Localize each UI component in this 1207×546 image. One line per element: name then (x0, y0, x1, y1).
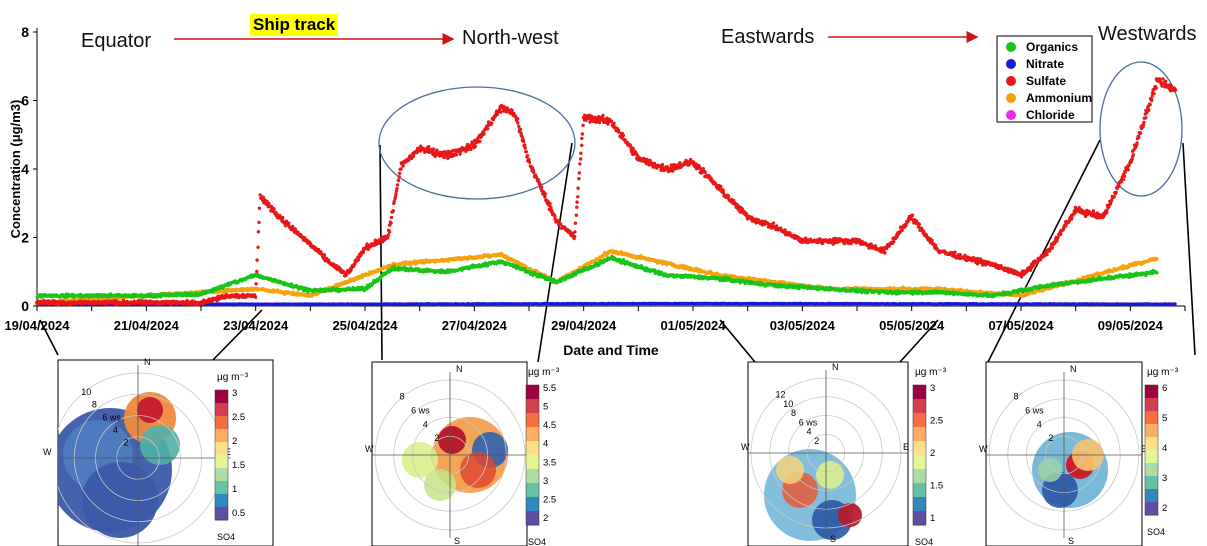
x-tick-label: 21/04/2024 (114, 318, 180, 333)
x-tick-label: 29/04/2024 (551, 318, 617, 333)
connector-line (39, 319, 59, 356)
highlight-ellipse-northwest (378, 86, 576, 200)
connector-line (379, 144, 383, 361)
y-tick-label: 4 (21, 161, 29, 177)
x-tick-label: 03/05/2024 (770, 318, 836, 333)
x-tick-label: 01/05/2024 (660, 318, 726, 333)
connector-line (537, 142, 573, 363)
connector-line (899, 319, 939, 363)
series-nitrate (35, 301, 1177, 307)
connector-line (719, 319, 756, 363)
x-tick-label: 05/05/2024 (879, 318, 945, 333)
x-tick-label: 27/04/2024 (442, 318, 508, 333)
x-tick-label: 23/04/2024 (223, 318, 289, 333)
connector-line (209, 309, 263, 364)
x-tick-label: 09/05/2024 (1098, 318, 1164, 333)
x-tick-label: 19/04/2024 (4, 318, 70, 333)
x-tick-label: 07/05/2024 (988, 318, 1054, 333)
data-point (1155, 257, 1159, 261)
y-axis-label: Concentration (μg/m3) (8, 100, 23, 239)
y-tick-label: 2 (21, 230, 29, 246)
y-tick-label: 8 (21, 24, 29, 40)
x-tick-label: 25/04/2024 (332, 318, 398, 333)
highlight-ellipse-westwards (1099, 61, 1183, 197)
connector-line (1182, 142, 1196, 356)
y-tick-label: 6 (21, 93, 29, 109)
x-axis-label: Date and Time (563, 342, 659, 358)
data-point (1173, 302, 1177, 306)
connector-line (987, 139, 1101, 363)
y-tick-label: 0 (21, 298, 29, 314)
